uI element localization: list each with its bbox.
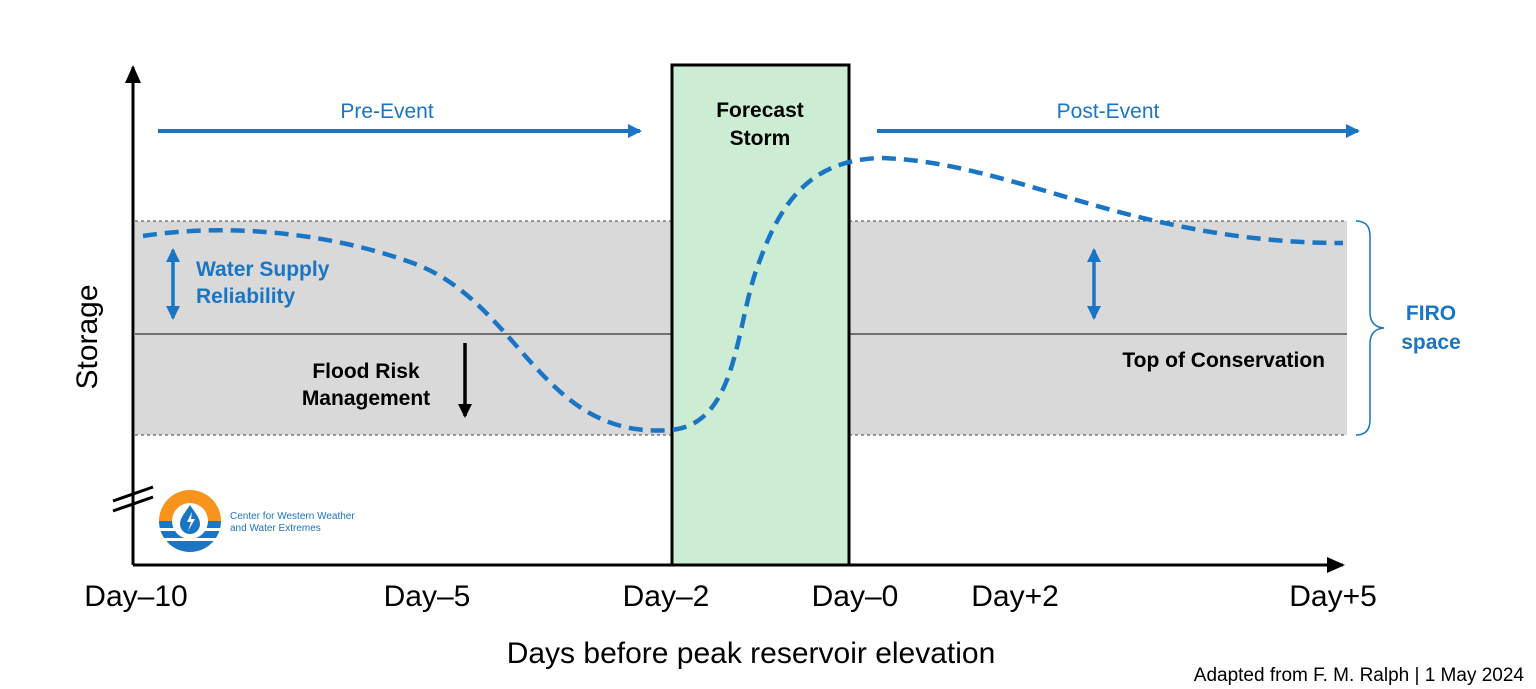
firo-label-line2: space <box>1401 331 1461 354</box>
top-of-conservation-label: Top of Conservation <box>1122 349 1325 372</box>
firo-brace-icon <box>1355 220 1385 436</box>
water-supply-label-line2: Reliability <box>196 285 296 308</box>
attribution: Adapted from F. M. Ralph | 1 May 2024 <box>1194 665 1525 686</box>
x-tick-label: Day+5 <box>1289 580 1377 613</box>
flood-risk-label-line2: Management <box>302 387 430 410</box>
forecast-storm-label-line1: Forecast <box>716 99 804 122</box>
x-tick-label: Day+2 <box>971 580 1059 613</box>
firo-label-line1: FIRO <box>1406 302 1456 325</box>
logo-text-line2: and Water Extremes <box>230 523 321 534</box>
forecast-storm-box <box>670 63 851 567</box>
post-event-label: Post-Event <box>1057 100 1160 123</box>
x-tick-label: Day–5 <box>384 580 471 613</box>
pre-event-label: Pre-Event <box>340 100 434 123</box>
y-axis-label: Storage <box>71 284 104 389</box>
x-tick-label: Day–10 <box>84 580 187 613</box>
forecast-storm-label-line2: Storm <box>730 127 791 150</box>
x-axis-label: Days before peak reservoir elevation <box>507 637 996 670</box>
cw3e-logo-icon <box>159 490 221 552</box>
storage-curve <box>142 155 1344 433</box>
water-supply-label-line1: Water Supply <box>196 258 330 281</box>
axis-break-icon <box>112 485 154 513</box>
x-tick-label: Day–2 <box>623 580 710 613</box>
flood-risk-label-line1: Flood Risk <box>312 360 420 383</box>
x-tick-label: Day–0 <box>812 580 899 613</box>
logo-text-line1: Center for Western Weather <box>230 511 355 522</box>
